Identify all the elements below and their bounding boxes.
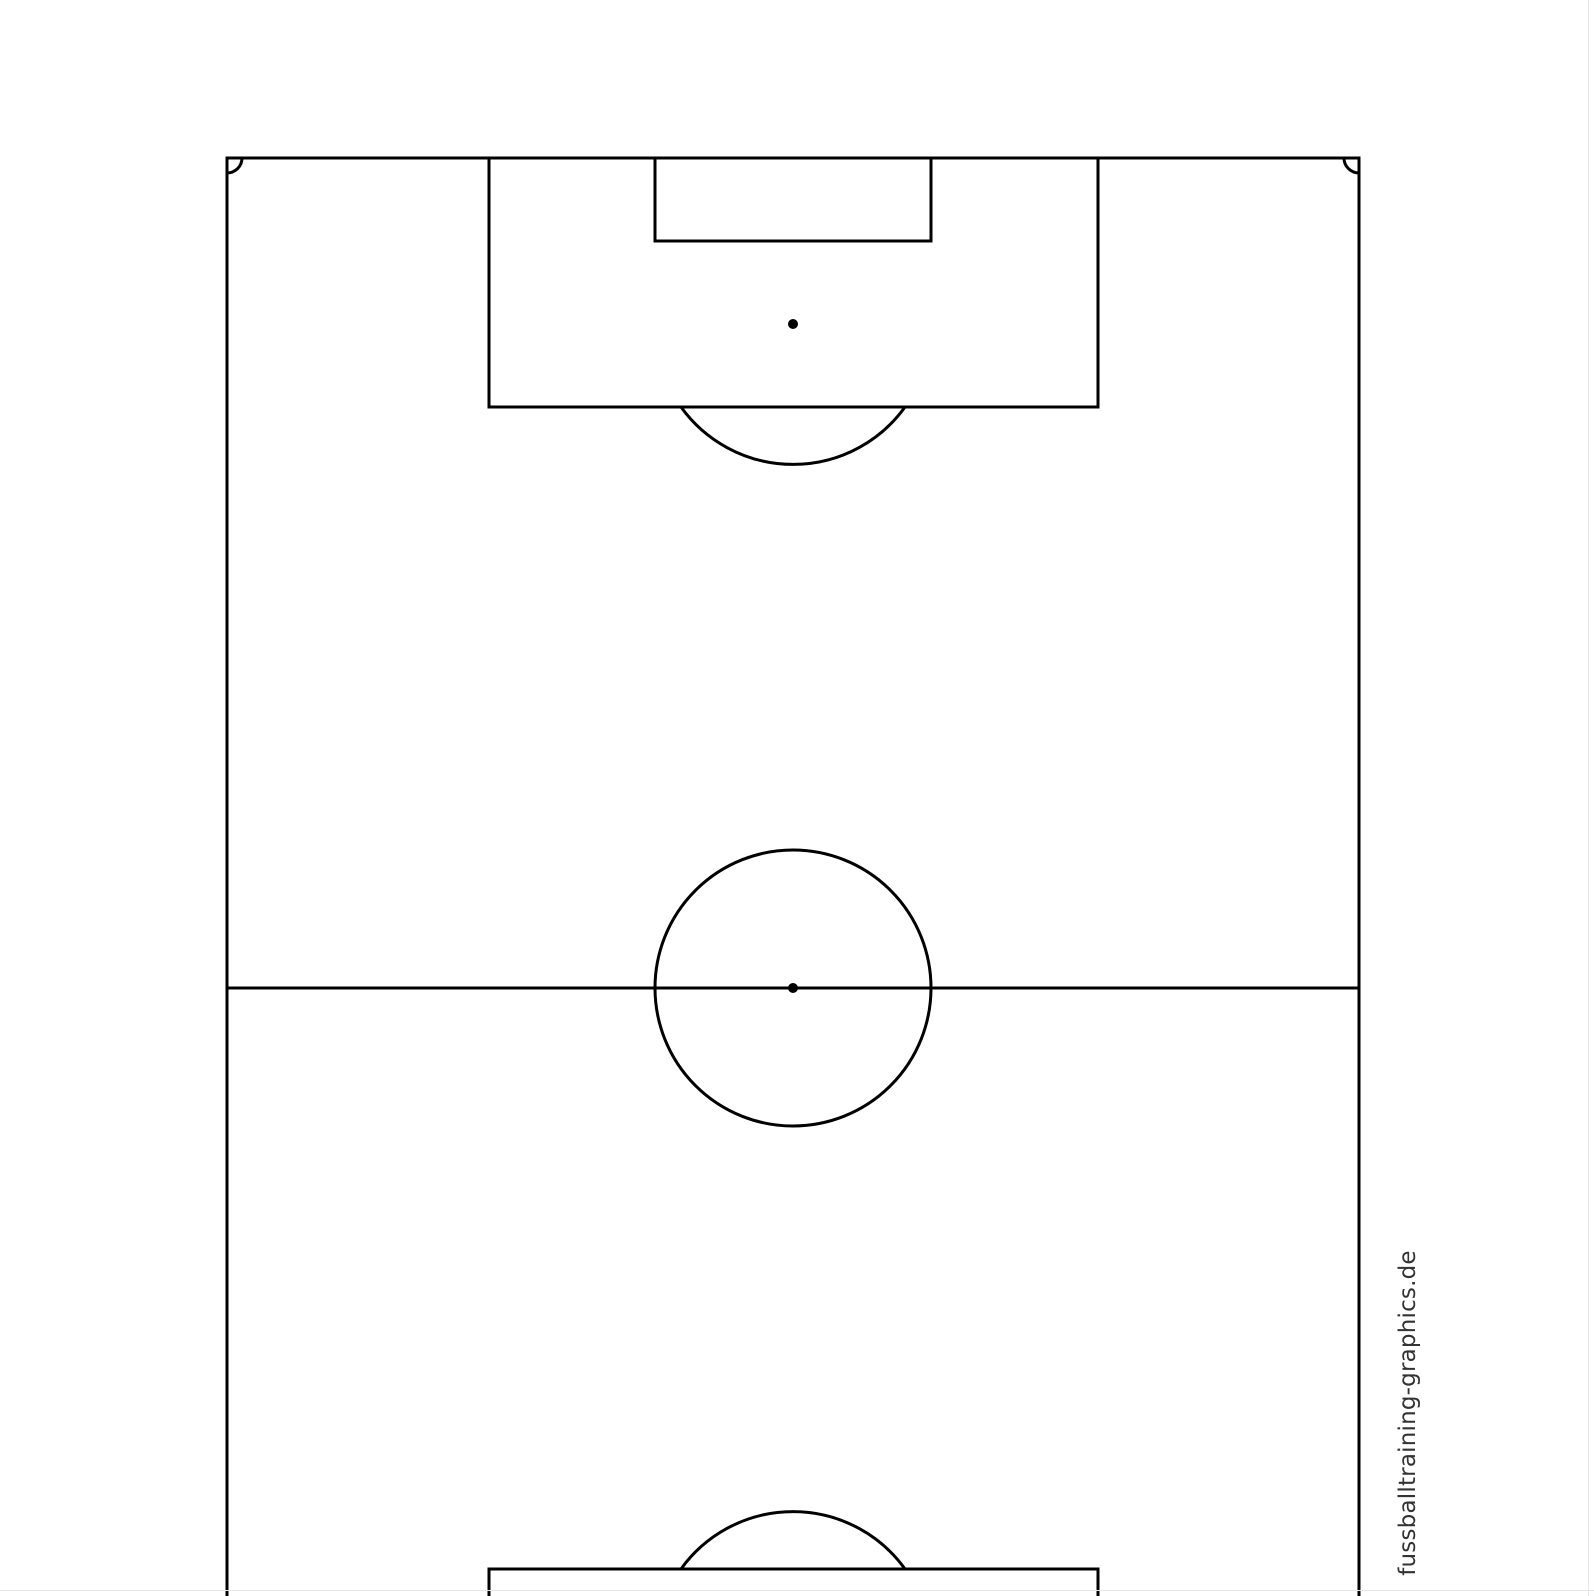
corner-arc-top-right: [1342, 157, 1360, 175]
corner-arc-top-left: [226, 157, 244, 175]
pitch-boundary: [225, 156, 1361, 1596]
bottom-penalty-area: [487, 1567, 1100, 1596]
top-penalty-arc: [679, 406, 907, 466]
center-spot: [788, 983, 798, 993]
top-penalty-area: [487, 156, 1100, 409]
top-penalty-spot: [788, 319, 798, 329]
page-edge-right: [1588, 0, 1589, 1596]
page-edge-bottom: [0, 1590, 1594, 1591]
top-goal-area: [653, 156, 933, 243]
center-circle: [653, 848, 933, 1128]
watermark-text: fussballtraining-graphics.de: [1395, 1250, 1421, 1576]
bottom-penalty-arc: [679, 1510, 907, 1570]
